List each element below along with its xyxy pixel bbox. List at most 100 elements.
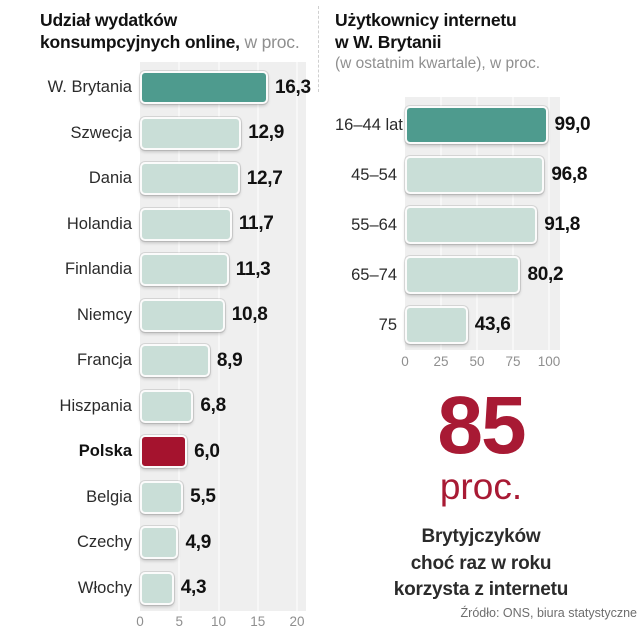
x-axis-tick: 0 [136,614,144,629]
category-label: 45–54 [351,165,397,184]
bar-area: 8,9 [140,344,320,378]
big-stat-caption-line: choć raz w roku [410,552,552,574]
gridline [178,62,181,611]
bar [140,253,229,287]
bar-area: 16,3 [140,71,320,105]
right-column: Użytkownicy internetu w W. Brytanii (w o… [335,10,637,369]
bar-area: 6,0 [140,435,320,469]
category-label: Belgia [86,487,132,506]
x-axis: 0 5 10 15 20 [40,614,320,632]
x-axis-tick: 50 [469,354,485,369]
bar [405,256,521,294]
x-axis-tick: 75 [505,354,521,369]
bar-value: 16,3 [274,76,311,98]
left-title-suffix: w proc. [239,31,300,52]
category-label: W. Brytania [47,78,132,97]
bar-area: 12,7 [140,162,320,196]
bar-row: W. Brytania 16,3 [40,65,320,111]
x-axis-tick: 100 [537,354,561,369]
bar [405,156,545,194]
bar-value: 6,8 [200,395,226,417]
bar-area: 80,2 [405,256,637,294]
bar-value: 5,5 [190,486,216,508]
source-note: Źródło: ONS, biura statystyczne [460,606,637,620]
bar-area: 11,3 [140,253,320,287]
bar-rows: W. Brytania 16,3 Szwecja 12,9 Dania 12,7 Holan… [40,65,320,611]
bar-row: Francja 8,9 [40,338,320,384]
bar-rows: 16–44 lat 99,0 45–54 96,8 55–64 91,8 65–74 80,2… [335,100,637,350]
category-label: 65–74 [351,265,397,284]
bar-value: 99,0 [554,114,591,135]
plot-background [140,62,306,611]
bar-value: 91,8 [544,214,580,235]
bar [140,480,184,514]
bar [405,206,538,244]
column-divider [318,6,319,92]
bar-area: 11,7 [140,207,320,241]
internet-users-chart: 16–44 lat 99,0 45–54 96,8 55–64 91,8 65–74 80,2… [335,97,637,387]
bar-area: 99,0 [405,106,637,144]
left-title-line2: konsumpcyjnych online, [40,31,240,52]
bar [140,207,232,241]
category-label: Hiszpania [59,396,132,415]
bar-area: 10,8 [140,298,320,332]
bar-row: Polska 6,0 [40,429,320,475]
bar-area: 4,3 [140,571,320,605]
category-label: 55–64 [351,215,397,234]
x-axis-tick: 20 [289,614,305,629]
bar-row: Niemcy 10,8 [40,293,320,339]
category-label: Francja [76,351,132,370]
right-chart-subtitle: (w ostatnim kwartale), w proc. [335,54,540,72]
bar-value: 4,9 [185,531,211,553]
bar-value: 12,7 [246,167,283,189]
consumer-spending-chart: W. Brytania 16,3 Szwecja 12,9 Dania 12,7 Holan… [40,62,320,637]
big-stat-caption-line: Brytyjczyków [421,526,541,548]
bar-row: 65–74 80,2 [335,250,637,300]
bar-area: 96,8 [405,156,637,194]
bar-area: 5,5 [140,480,320,514]
bar [140,344,210,378]
category-label: 16–44 lat [335,115,403,134]
x-axis-tick: 10 [210,614,227,629]
bar-value: 11,7 [238,213,274,235]
bar-row: 75 43,6 [335,300,637,350]
bar [405,306,468,344]
bar-value: 43,6 [474,314,511,335]
bar-row: Holandia 11,7 [40,202,320,248]
big-stat-unit: proc. [439,466,523,508]
gridline [296,62,298,611]
category-label: Niemcy [76,305,132,324]
bar-value: 6,0 [194,440,220,462]
bar-area: 43,6 [405,306,637,344]
x-axis-tick: 0 [401,354,409,369]
right-title-line1: Użytkownicy internetu [335,10,517,30]
right-title-line2: w W. Brytanii [335,31,442,52]
category-label: Finlandia [65,260,132,279]
x-axis-tick: 5 [175,614,184,629]
category-label: Czechy [76,533,132,552]
bar-value: 8,9 [216,349,243,371]
bar-row: Czechy 4,9 [40,520,320,566]
right-chart-title: Użytkownicy internetu w W. Brytanii [335,10,637,54]
bar [140,389,194,423]
bar-area: 91,8 [405,206,637,244]
big-stat: 85 proc. Brytyjczyków choć raz w roku korz… [350,380,612,604]
bar [140,435,188,469]
left-column: Udział wydatków konsumpcyjnych online, w… [40,10,320,629]
bar [140,571,174,605]
left-title-line1: Udział wydatków [40,10,178,30]
bar-area: 6,8 [140,389,320,423]
category-label: Dania [88,169,132,188]
bar [140,298,225,332]
bar-area: 12,9 [140,116,320,150]
big-stat-number: 85 [437,380,526,471]
big-stat-caption-line: korzysta z internetu [393,579,569,601]
category-label: Włochy [77,578,132,597]
x-axis: 0 25 50 75 100 [335,354,637,372]
bar-value: 80,2 [527,264,564,285]
category-label: 75 [378,315,397,334]
bar-value: 4,3 [180,577,207,599]
bar-area: 4,9 [140,526,320,560]
left-chart-title: Udział wydatków konsumpcyjnych online, w… [40,10,320,54]
bar-value: 12,9 [248,122,285,144]
